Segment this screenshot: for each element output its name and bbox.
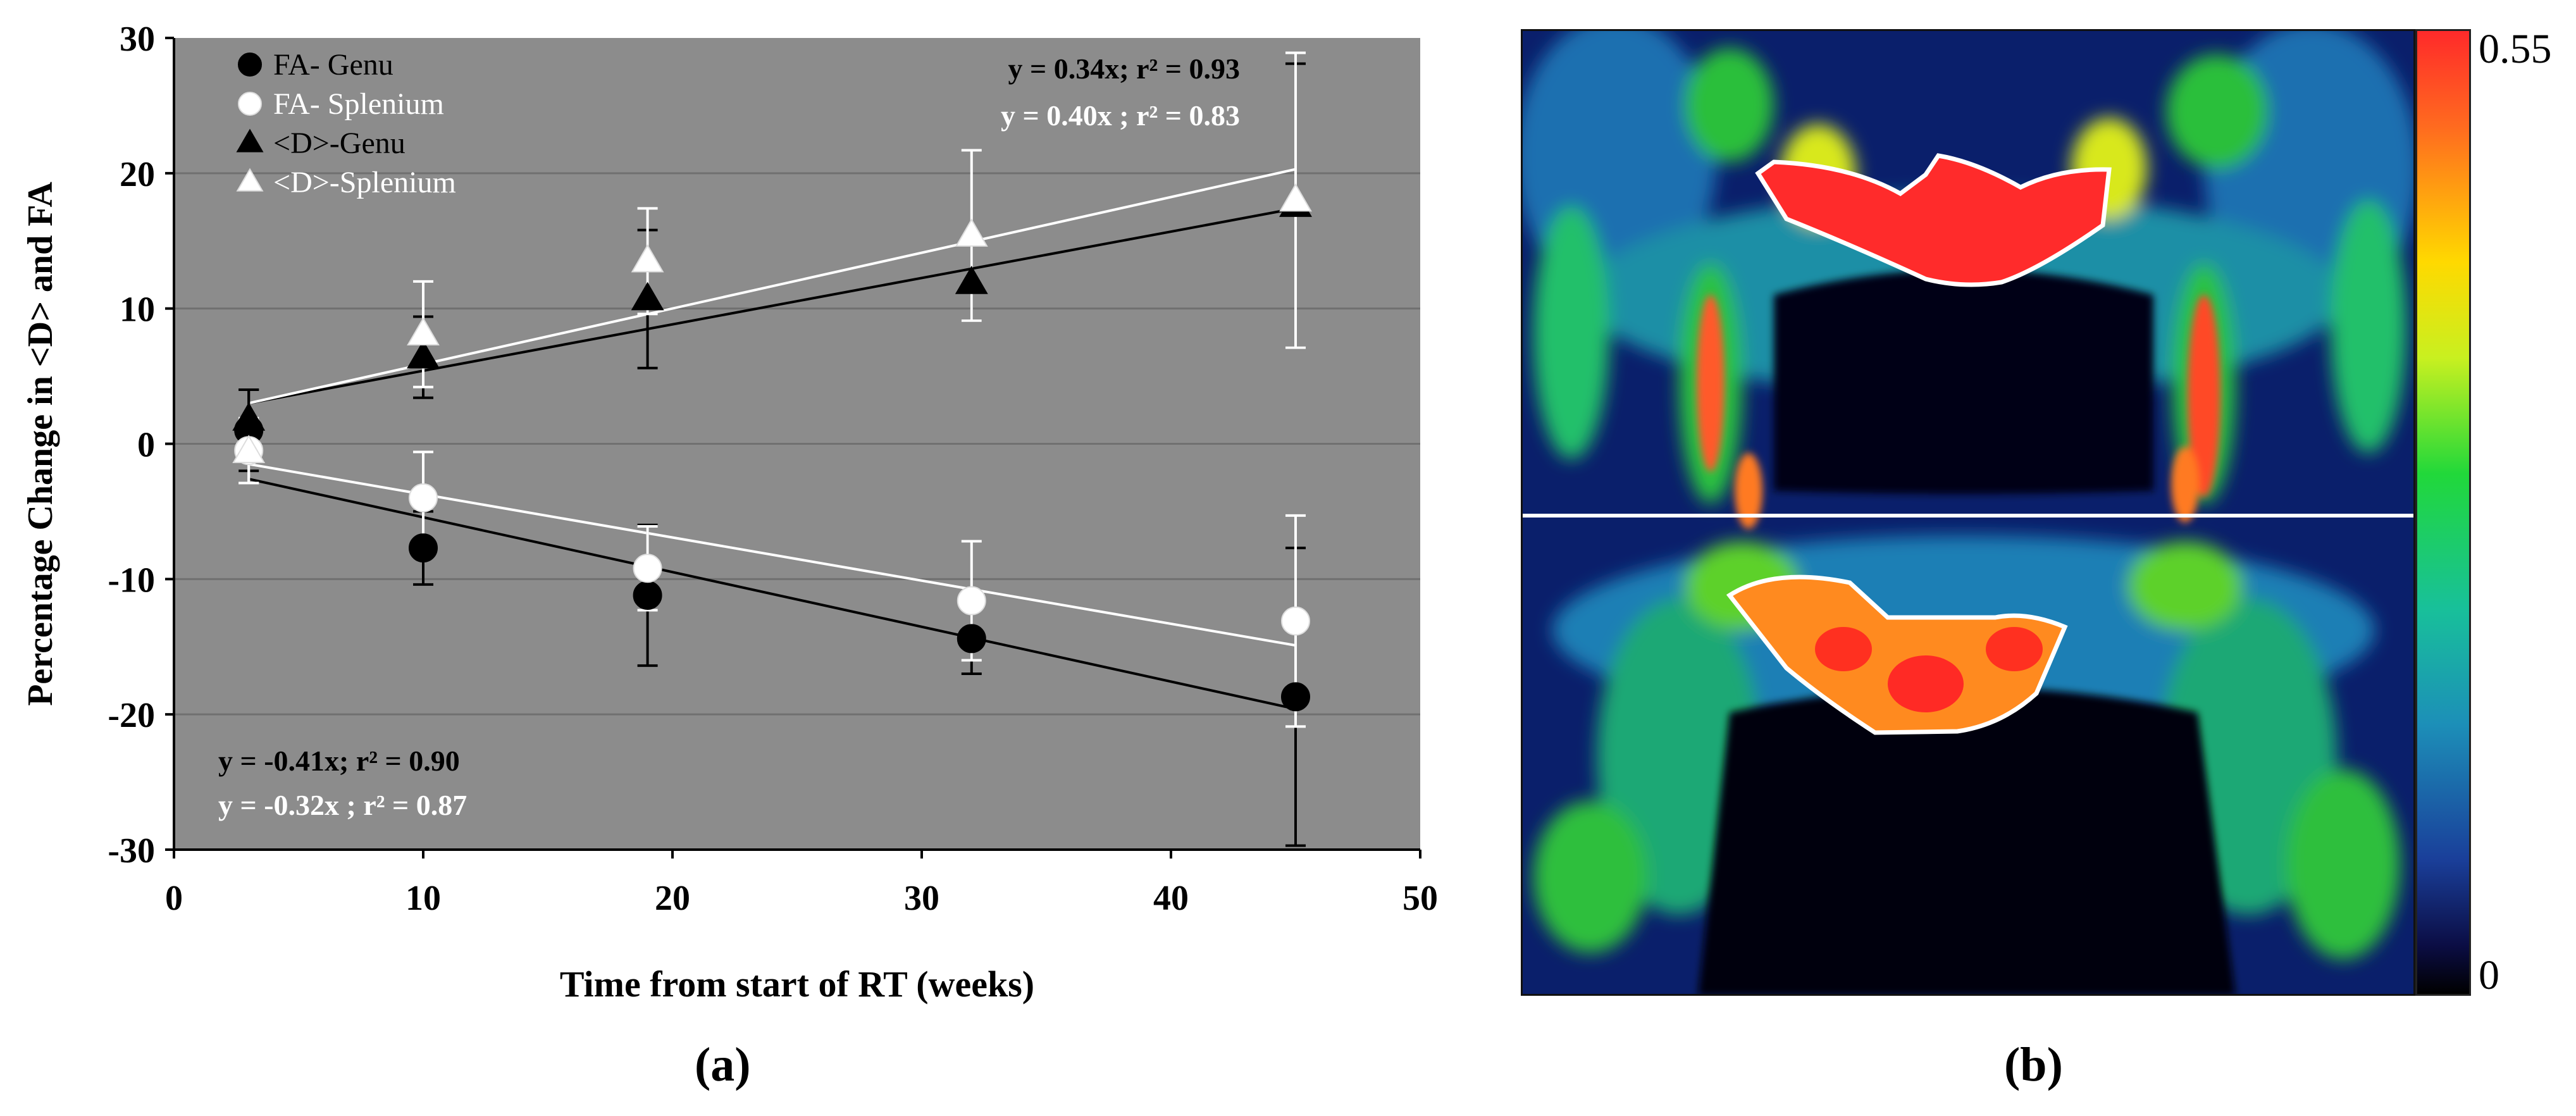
colorbar	[2415, 29, 2471, 996]
legend-marker	[238, 53, 262, 77]
data-point	[633, 554, 662, 583]
x-tick-label: 20	[655, 879, 690, 918]
y-axis-label: Percentage Change in <D> and FA	[21, 182, 60, 706]
x-tick-label: 0	[165, 879, 183, 918]
data-point	[631, 282, 664, 311]
panel-a-label: (a)	[695, 1038, 751, 1091]
legend-label: FA- Splenium	[273, 87, 444, 121]
data-point	[407, 317, 440, 346]
legend-label: <D>-Splenium	[273, 166, 456, 199]
fit-equation: y = 0.40x ; r² = 0.83	[1001, 99, 1240, 132]
fit-equation: y = 0.34x; r² = 0.93	[1008, 53, 1240, 85]
y-tick-label: 0	[137, 426, 155, 465]
x-tick-label: 10	[406, 879, 441, 918]
legend-marker	[236, 168, 264, 192]
data-point	[1281, 682, 1310, 712]
legend-marker	[238, 92, 262, 116]
y-tick-label: -10	[108, 561, 155, 600]
data-point	[955, 218, 988, 247]
data-point	[957, 586, 986, 616]
colorbar-max-label: 0.55	[2479, 26, 2552, 72]
x-tick-label: 40	[1153, 879, 1189, 918]
data-point	[955, 265, 988, 294]
data-point	[232, 435, 266, 464]
data-point	[633, 580, 662, 610]
data-point	[232, 402, 266, 431]
data-point	[409, 533, 438, 563]
data-point	[407, 340, 440, 369]
y-tick-label: -20	[108, 696, 155, 735]
x-tick-label: 30	[904, 879, 939, 918]
panel-b-label: (b)	[2004, 1038, 2063, 1091]
data-point	[1279, 183, 1312, 212]
data-point	[631, 244, 664, 273]
fit-equation: y = -0.41x; r² = 0.90	[218, 745, 460, 777]
legend-marker	[236, 128, 264, 152]
legend-label: FA- Genu	[273, 48, 393, 82]
colorbar-min-label: 0	[2479, 952, 2499, 998]
y-tick-label: 10	[120, 290, 155, 330]
data-point	[409, 483, 438, 513]
x-tick-label: 50	[1403, 879, 1438, 918]
y-tick-label: 30	[120, 20, 155, 59]
y-tick-label: 20	[120, 155, 155, 194]
data-point	[1281, 606, 1310, 636]
legend-label: <D>-Genu	[273, 127, 406, 160]
x-axis-label: Time from start of RT (weeks)	[560, 964, 1034, 1005]
dti-fa-map-image	[1521, 29, 2415, 996]
data-point	[957, 624, 986, 654]
y-tick-label: -30	[108, 831, 155, 871]
fit-equation: y = -0.32x ; r² = 0.87	[218, 789, 467, 821]
chart-a: 30 20 10 0 -10 -20 -30 0 10 20 30 40 50 Time from sta…	[21, 20, 1438, 1005]
